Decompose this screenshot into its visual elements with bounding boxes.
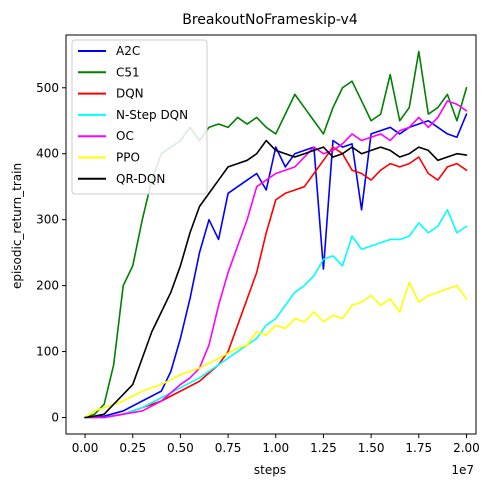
x-tick-label: 1.50 [358, 441, 385, 455]
y-tick-label: 0 [51, 411, 59, 425]
x-tick-label: 1.75 [405, 441, 432, 455]
series-line-ppo [84, 281, 468, 419]
x-tick-label: 1.00 [262, 441, 289, 455]
legend: A2C C51 DQN N-Step DQN OC PPO QR-DQN [71, 39, 208, 195]
y-axis-label: episodic_return_train [10, 163, 24, 289]
legend-box [71, 39, 208, 195]
series-line-oc [84, 100, 468, 419]
y-tick-label: 200 [36, 279, 59, 293]
x-tick-label: 2.00 [453, 441, 480, 455]
x-tick-label: 0.75 [215, 441, 242, 455]
x-axis-label: steps [254, 463, 286, 477]
legend-label: DQN [116, 87, 144, 101]
x-tick-label: 0.50 [167, 441, 194, 455]
legend-label: N-Step DQN [116, 108, 188, 122]
y-axis: 0 100 200 300 400 500 [36, 81, 66, 425]
legend-label: OC [116, 129, 134, 143]
y-tick-label: 300 [36, 213, 59, 227]
y-tick-label: 500 [36, 81, 59, 95]
plot-frame [65, 34, 477, 435]
series-line-qr-dqn [84, 139, 468, 419]
legend-label: A2C [116, 44, 140, 58]
chart-title: BreakoutNoFrameskip-v4 [182, 12, 358, 28]
x-axis-offset-label: 1e7 [451, 463, 474, 477]
x-tick-label: 0.00 [72, 441, 99, 455]
legend-label: QR-DQN [116, 172, 165, 186]
y-tick-label: 100 [36, 345, 59, 359]
x-tick-label: 1.25 [310, 441, 337, 455]
x-axis: 0.00 0.25 0.50 0.75 1.00 1.25 1.50 1.75 2.00 [72, 434, 480, 455]
legend-label: PPO [116, 151, 140, 165]
x-tick-label: 0.25 [119, 441, 146, 455]
y-tick-label: 400 [36, 147, 59, 161]
series-line-dqn [84, 146, 468, 419]
series-line-n-step-dqn [84, 208, 468, 419]
legend-label: C51 [116, 65, 140, 79]
